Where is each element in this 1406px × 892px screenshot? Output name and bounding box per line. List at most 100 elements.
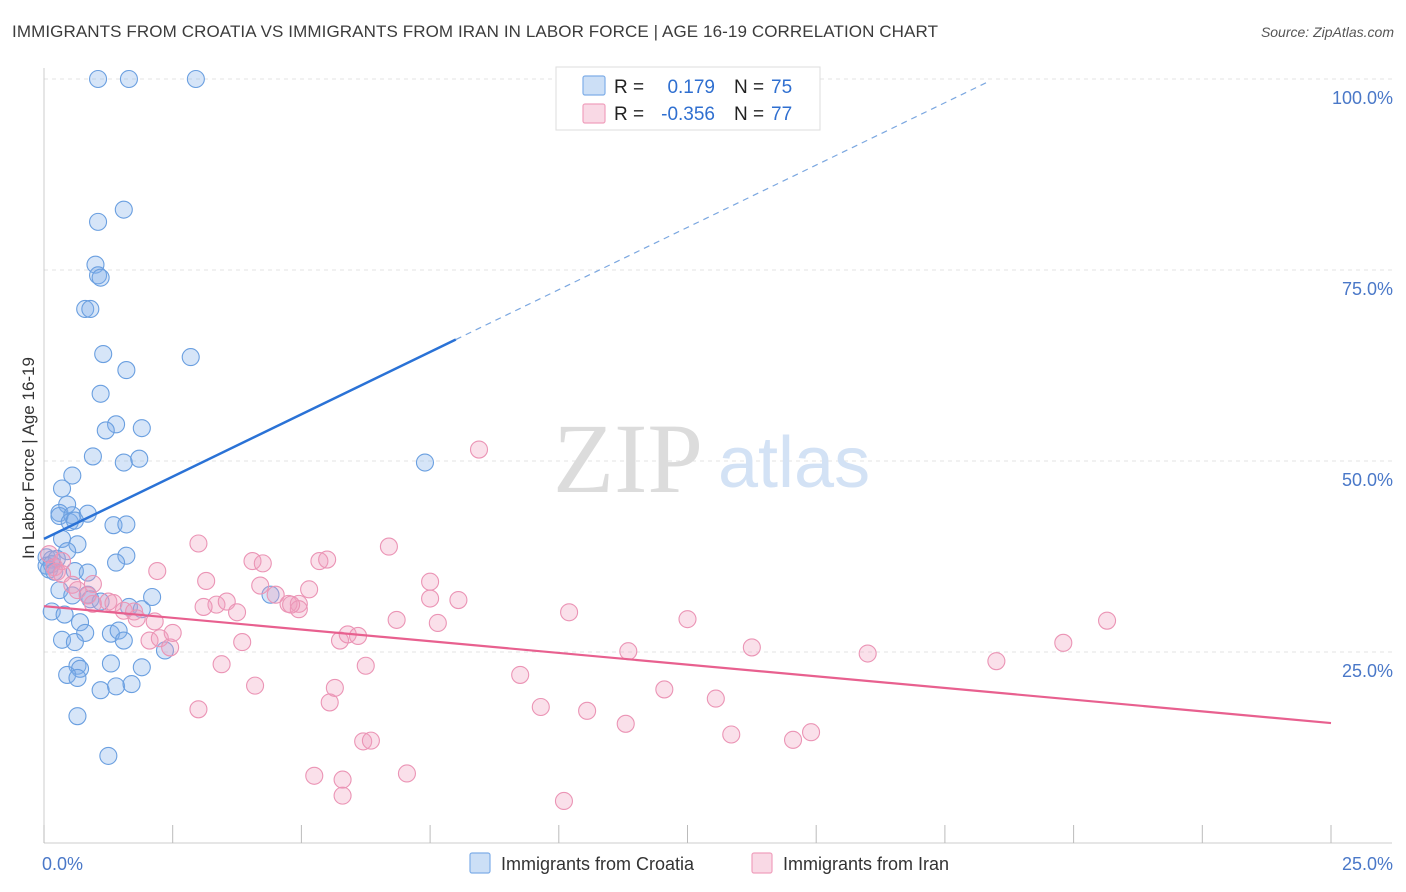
bottom-legend-label-croatia: Immigrants from Croatia <box>501 854 695 874</box>
iran-point <box>68 581 87 600</box>
iran-point <box>161 638 180 657</box>
legend-n-label-iran: N = <box>734 104 764 125</box>
croatia-point <box>91 681 110 700</box>
iran-point <box>266 585 285 604</box>
axes <box>43 68 1392 844</box>
x-tick-labels: 0.0% 25.0% <box>42 854 1393 874</box>
iran-point <box>560 603 579 622</box>
iran-point <box>310 552 329 571</box>
croatia-point <box>109 621 128 640</box>
croatia-point <box>104 516 123 535</box>
chart-title: IMMIGRANTS FROM CROATIA VS IMMIGRANTS FR… <box>12 22 939 41</box>
iran-point <box>52 552 72 571</box>
iran-point <box>578 701 597 720</box>
croatia-point <box>114 200 133 219</box>
legend-swatch-croatia <box>582 75 606 96</box>
iran-point <box>83 574 102 594</box>
x-ticks <box>43 825 1332 843</box>
iran-point <box>300 580 319 599</box>
iran-point <box>619 642 638 661</box>
croatia-point <box>132 419 151 438</box>
croatia-point <box>114 453 133 472</box>
croatia-point <box>70 613 90 632</box>
croatia-point <box>94 344 113 364</box>
iran-point <box>722 725 741 744</box>
croatia-point <box>91 384 110 403</box>
iran-point <box>282 595 301 614</box>
croatia-point <box>181 348 200 367</box>
croatia-point <box>101 654 120 673</box>
bottom-legend: Immigrants from Croatia Immigrants from … <box>469 852 949 874</box>
y-tick-label-1: 75.0% <box>1342 279 1393 299</box>
iran-point <box>333 770 352 789</box>
iran-point <box>325 678 344 697</box>
legend-swatch-iran <box>582 103 606 124</box>
croatia-point <box>68 707 87 726</box>
croatia-point <box>68 535 87 554</box>
legend-r-label-croatia: R = <box>614 77 644 98</box>
croatia-point <box>261 585 280 604</box>
x-tick-label-0: 0.0% <box>42 854 83 874</box>
iran-point <box>1054 633 1073 652</box>
iran-point <box>379 537 398 556</box>
croatia-point <box>55 605 74 624</box>
iran-point <box>194 597 213 616</box>
iran-point <box>253 554 272 573</box>
iran-point <box>83 594 102 613</box>
iran-point <box>428 613 447 633</box>
croatia-point <box>68 668 87 688</box>
chart-source: Source: ZipAtlas.com <box>1260 24 1394 40</box>
iran-point <box>356 656 375 675</box>
trend-line-croatia <box>43 338 457 541</box>
trend-lines <box>43 82 1332 725</box>
iran-point <box>655 680 674 699</box>
legend-n-label-croatia: N = <box>734 77 764 98</box>
croatia-point <box>58 542 77 561</box>
iran-point <box>233 633 252 652</box>
series-iran <box>40 440 1117 811</box>
croatia-point <box>143 587 162 607</box>
iran-point <box>289 594 308 613</box>
croatia-point <box>89 212 108 231</box>
croatia-point <box>415 453 435 472</box>
legend-r-value-iran: -0.356 <box>661 104 715 125</box>
croatia-point <box>117 515 136 534</box>
y-axis-label: In Labor Force | Age 16-19 <box>19 357 38 559</box>
iran-point <box>742 638 761 657</box>
croatia-point <box>130 449 149 468</box>
iran-point <box>361 731 380 750</box>
croatia-point <box>81 299 100 319</box>
iran-point <box>387 610 406 629</box>
croatia-point <box>117 361 136 380</box>
legend-r-label-iran: R = <box>614 104 644 125</box>
iran-point <box>421 589 440 608</box>
y-tick-label-2: 50.0% <box>1342 470 1393 490</box>
iran-point <box>189 700 208 719</box>
iran-point <box>228 603 247 622</box>
bottom-legend-swatch-croatia <box>469 852 491 874</box>
croatia-point <box>52 479 72 498</box>
iran-point <box>802 723 821 742</box>
watermark-zip: ZIP <box>553 403 703 514</box>
croatia-point <box>107 553 126 572</box>
watermark: ZIP atlas <box>553 403 870 514</box>
croatia-point <box>122 675 141 694</box>
iran-point <box>305 766 324 785</box>
iran-point <box>127 609 146 628</box>
croatia-point <box>89 266 108 285</box>
bottom-legend-swatch-iran <box>751 852 773 874</box>
croatia-point <box>132 658 151 677</box>
croatia-point <box>63 466 82 485</box>
legend-n-value-iran: 77 <box>771 104 792 125</box>
croatia-point <box>107 677 126 696</box>
legend-box: R = 0.179 N = 75 R = -0.356 N = 77 <box>555 66 821 131</box>
y-tick-label-0: 100.0% <box>1332 88 1393 108</box>
iran-point <box>783 730 803 749</box>
iran-point <box>320 693 339 712</box>
croatia-point <box>89 69 108 89</box>
bottom-legend-label-iran: Immigrants from Iran <box>783 854 949 874</box>
iran-point <box>197 571 216 590</box>
croatia-point <box>65 633 84 652</box>
iran-point <box>469 440 489 459</box>
legend-n-value-croatia: 75 <box>771 77 792 98</box>
